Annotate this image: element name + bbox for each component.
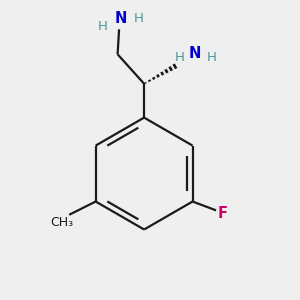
Text: CH₃: CH₃: [50, 216, 74, 229]
Text: H: H: [98, 20, 108, 33]
Text: N: N: [114, 11, 127, 26]
Text: H: H: [134, 13, 144, 26]
Text: H: H: [175, 51, 184, 64]
Text: F: F: [218, 206, 228, 221]
Text: H: H: [207, 51, 217, 64]
Text: N: N: [189, 46, 201, 61]
